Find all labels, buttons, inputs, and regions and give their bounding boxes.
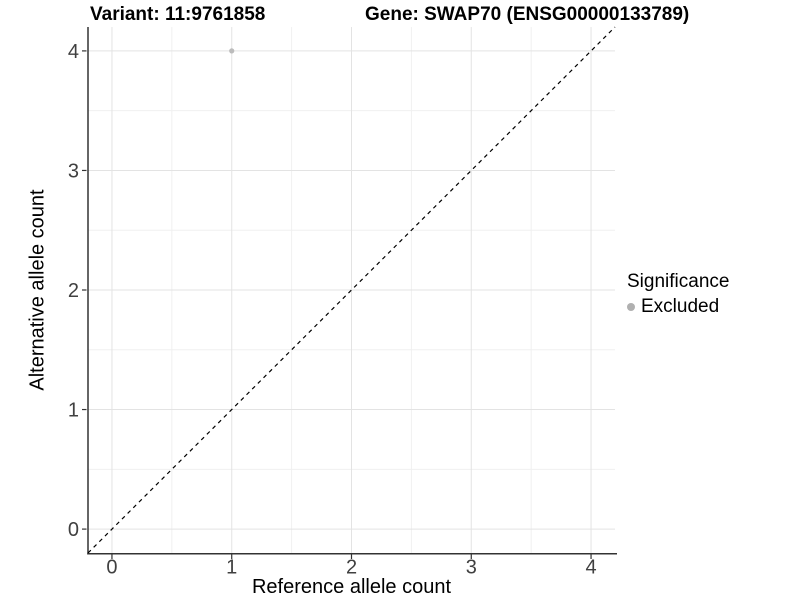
plot-title-variant: Variant: 11:9761858 bbox=[90, 4, 266, 25]
legend: Significance Excluded bbox=[627, 271, 729, 318]
y-tick-label: 1 bbox=[68, 400, 79, 422]
legend-title: Significance bbox=[627, 271, 730, 292]
y-tick-label: 2 bbox=[68, 280, 79, 302]
x-tick-label: 3 bbox=[466, 557, 477, 579]
x-tick-label: 0 bbox=[106, 557, 117, 579]
legend-entry-excluded: Excluded bbox=[627, 296, 729, 318]
x-tick-label: 4 bbox=[585, 557, 596, 579]
legend-entry-label: Excluded bbox=[641, 296, 720, 317]
data-point bbox=[229, 48, 235, 54]
x-tick-label: 2 bbox=[346, 557, 357, 579]
x-axis-title: Reference allele count bbox=[251, 576, 451, 598]
plot-title-gene: Gene: SWAP70 (ENSG00000133789) bbox=[365, 4, 690, 25]
x-tick-label: 1 bbox=[226, 557, 237, 579]
excluded-point-icon bbox=[627, 303, 635, 311]
y-tick-label: 3 bbox=[68, 160, 79, 182]
y-tick-label: 4 bbox=[68, 41, 79, 63]
y-tick-label: 0 bbox=[68, 519, 79, 541]
